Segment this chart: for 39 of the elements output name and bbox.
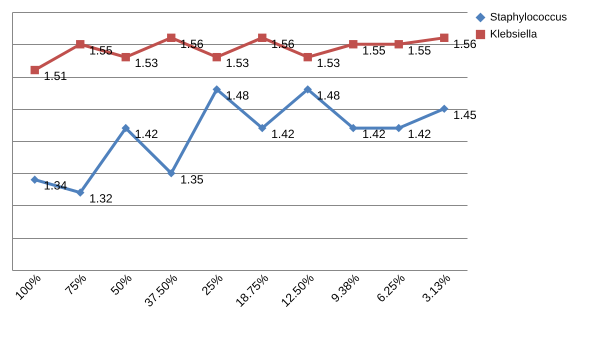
legend-label: Klebsiella — [490, 28, 538, 40]
data-label: 1.42 — [134, 127, 158, 142]
data-label: 1.51 — [44, 69, 68, 84]
point — [167, 169, 176, 178]
point — [304, 52, 312, 62]
point — [440, 34, 448, 42]
point — [167, 34, 176, 42]
point — [258, 124, 266, 132]
data-label: 1.42 — [271, 127, 295, 142]
data-label: 1.42 — [408, 127, 432, 142]
data-label: 1.32 — [89, 192, 113, 206]
data-label: 1.53 — [134, 56, 158, 70]
data-label: 1.48 — [226, 88, 250, 102]
data-label: 1.53 — [316, 56, 340, 70]
point — [212, 52, 221, 62]
point — [258, 34, 266, 42]
point — [76, 188, 84, 197]
data-label: 1.53 — [226, 56, 250, 70]
data-label: 1.48 — [316, 88, 340, 102]
data-label: 1.55 — [362, 43, 386, 58]
point — [440, 104, 448, 113]
point — [394, 40, 403, 48]
data-label: 1.35 — [180, 172, 204, 186]
point — [122, 52, 130, 62]
point — [122, 124, 130, 132]
data-label: 1.55 — [408, 43, 432, 58]
point — [30, 66, 39, 74]
point — [349, 124, 358, 132]
point — [304, 85, 312, 94]
data-label: 1.45 — [453, 108, 477, 122]
point — [212, 85, 221, 94]
point — [349, 40, 358, 48]
legend-label: Staphylococcus — [490, 12, 568, 24]
point — [30, 176, 39, 184]
data-label: 1.42 — [362, 127, 386, 142]
point — [76, 40, 84, 48]
data-label: 1.56 — [453, 36, 477, 51]
point — [394, 124, 403, 132]
x-tick-label: 75% — [62, 270, 90, 298]
